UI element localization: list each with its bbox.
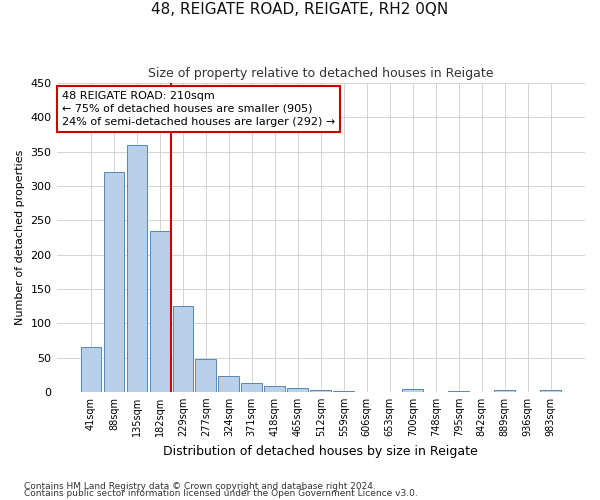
Bar <box>173 306 193 392</box>
Text: Contains public sector information licensed under the Open Government Licence v3: Contains public sector information licen… <box>24 490 418 498</box>
Bar <box>218 376 239 392</box>
Text: 48, REIGATE ROAD, REIGATE, RH2 0QN: 48, REIGATE ROAD, REIGATE, RH2 0QN <box>151 2 449 18</box>
Title: Size of property relative to detached houses in Reigate: Size of property relative to detached ho… <box>148 68 494 80</box>
Bar <box>403 389 423 392</box>
Bar <box>540 390 561 392</box>
Bar <box>448 391 469 392</box>
Bar <box>149 230 170 392</box>
Bar <box>241 383 262 392</box>
Text: Contains HM Land Registry data © Crown copyright and database right 2024.: Contains HM Land Registry data © Crown c… <box>24 482 376 491</box>
Y-axis label: Number of detached properties: Number of detached properties <box>15 150 25 325</box>
Bar <box>265 386 285 392</box>
Bar <box>310 390 331 392</box>
Text: 48 REIGATE ROAD: 210sqm
← 75% of detached houses are smaller (905)
24% of semi-d: 48 REIGATE ROAD: 210sqm ← 75% of detache… <box>62 91 335 127</box>
Bar <box>127 145 147 392</box>
X-axis label: Distribution of detached houses by size in Reigate: Distribution of detached houses by size … <box>163 444 478 458</box>
Bar <box>334 391 354 392</box>
Bar <box>80 347 101 392</box>
Bar <box>196 359 216 392</box>
Bar <box>494 390 515 392</box>
Bar <box>287 388 308 392</box>
Bar <box>104 172 124 392</box>
